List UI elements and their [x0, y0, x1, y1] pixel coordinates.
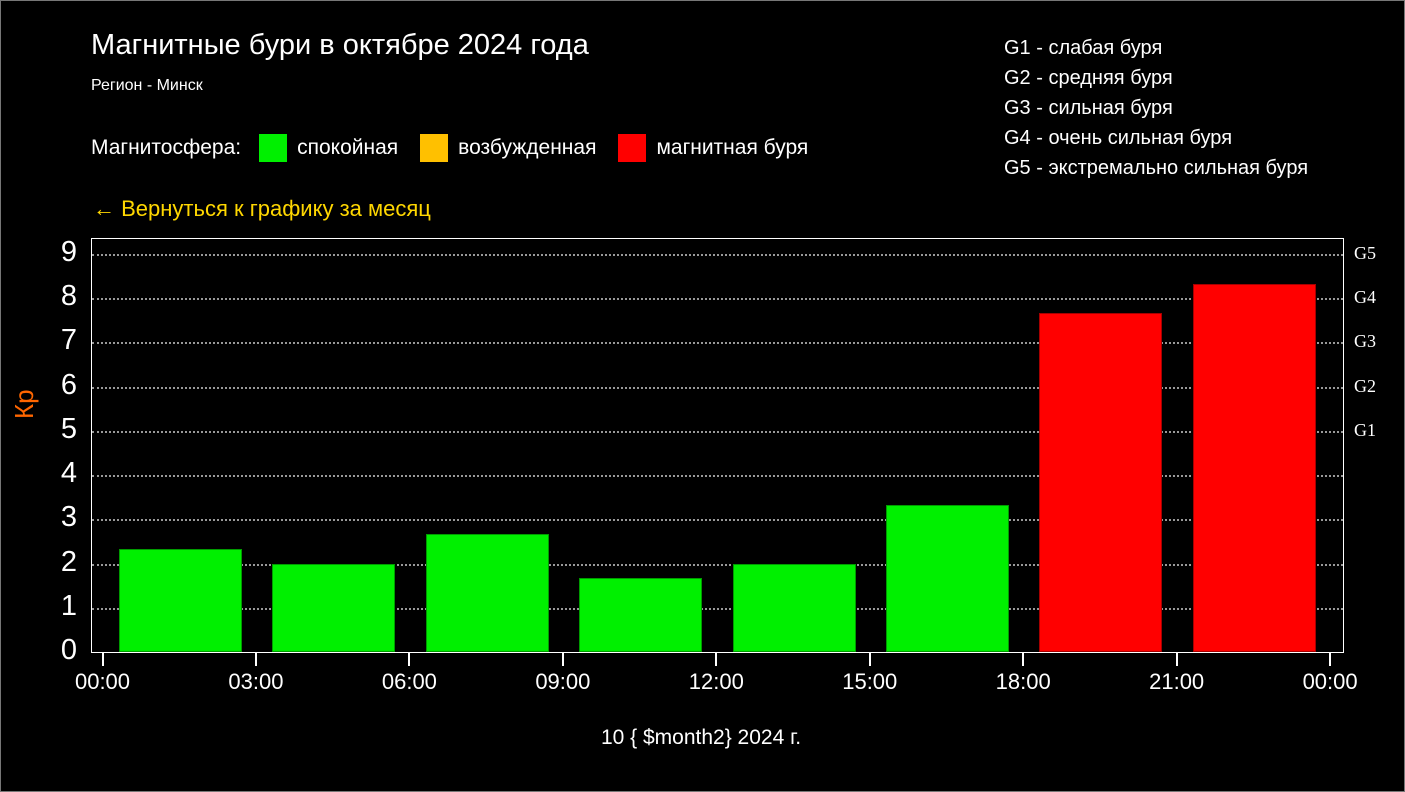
gridline-kp-8	[92, 298, 1343, 301]
x-tick-00:00	[1329, 653, 1332, 666]
kp-bar-00:00–03:00	[118, 548, 242, 652]
x-tick-label-03:00: 03:00	[228, 669, 284, 694]
x-tick-label-09:00: 09:00	[535, 669, 591, 694]
quiet-color-swatch	[259, 134, 288, 162]
kp-bar-21:00–00:00	[1192, 283, 1316, 652]
x-tick-09:00	[561, 653, 564, 666]
storm-color-swatch	[618, 134, 647, 162]
kp-bar-15:00–18:00	[885, 504, 1009, 652]
y-tick-label-1: 1	[60, 589, 77, 622]
x-tick-21:00	[1175, 653, 1178, 666]
x-tick-label-18:00: 18:00	[995, 669, 1051, 694]
region-subtitle: Регион - Минск	[91, 77, 203, 94]
kp-bar-03:00–06:00	[272, 563, 396, 652]
back-to-month-link[interactable]: ← Вернуться к графику за месяц	[93, 196, 431, 221]
x-tick-label-15:00: 15:00	[842, 669, 898, 694]
y-tick-label-4: 4	[60, 457, 77, 490]
y-tick-label-2: 2	[60, 545, 77, 578]
y-tick-label-0: 0	[60, 634, 77, 666]
right-axis-label-G4: G4	[1354, 287, 1376, 308]
legend-item-label: возбужденная	[458, 136, 597, 159]
y-tick-label-9: 9	[60, 236, 77, 269]
gridline-kp-1	[92, 607, 1343, 610]
gridline-kp-2	[92, 563, 1343, 566]
legend-item-excited: возбужденная	[420, 134, 596, 162]
g-scale-item: G3 - сильная буря	[1004, 97, 1173, 119]
y-tick-label-3: 3	[60, 501, 77, 534]
g-scale-item: G5 - экстремально сильная буря	[1004, 157, 1309, 179]
right-axis-label-G3: G3	[1354, 331, 1376, 352]
legend-item-label: спокойная	[297, 136, 399, 159]
gridline-kp-4	[92, 475, 1343, 478]
x-tick-label-06:00: 06:00	[381, 669, 437, 694]
legend-title: Магнитосфера:	[91, 136, 242, 159]
gridline-kp-7	[92, 342, 1343, 345]
gridline-kp-5	[92, 430, 1343, 433]
kp-bar-09:00–12:00	[579, 578, 703, 652]
kp-bar-06:00–09:00	[425, 533, 549, 652]
x-tick-label-21:00: 21:00	[1149, 669, 1205, 694]
right-axis-label-G5: G5	[1354, 243, 1376, 264]
x-tick-label-12:00: 12:00	[688, 669, 744, 694]
x-tick-15:00	[868, 653, 871, 666]
y-tick-label-7: 7	[60, 324, 77, 357]
date-caption: 10 { $month2} 2024 г.	[600, 726, 802, 749]
kp-bar-chart-plot-area	[91, 238, 1344, 653]
y-tick-label-5: 5	[60, 412, 77, 445]
legend-item-storm: магнитная буря	[618, 134, 808, 162]
x-tick-00:00	[101, 653, 104, 666]
g-scale-description-list: G1 - слабая буря G2 - средняя буря G3 - …	[1004, 33, 1308, 183]
x-tick-label-00:00: 00:00	[74, 669, 131, 694]
legend-item-label: магнитная буря	[656, 136, 809, 159]
g-scale-item: G1 - слабая буря	[1004, 37, 1163, 59]
magnetosphere-legend: Магнитосфера: спокойная возбужденная маг…	[91, 132, 830, 164]
x-tick-03:00	[254, 653, 257, 666]
g-scale-item: G2 - средняя буря	[1004, 67, 1173, 89]
page-title: Магнитные бури в октябре 2024 года	[91, 29, 589, 61]
right-axis-label-G1: G1	[1354, 419, 1376, 440]
gridline-kp-6	[92, 386, 1343, 389]
right-axis-label-G2: G2	[1354, 375, 1376, 396]
excited-color-swatch	[420, 134, 449, 162]
y-tick-label-6: 6	[60, 368, 77, 401]
x-tick-18:00	[1022, 653, 1025, 666]
g-scale-item: G4 - очень сильная буря	[1004, 127, 1233, 149]
gridline-kp-3	[92, 519, 1343, 522]
x-tick-label-00:00: 00:00	[1302, 669, 1358, 694]
kp-bar-12:00–15:00	[732, 563, 856, 652]
legend-item-quiet: спокойная	[259, 134, 398, 162]
kp-bar-18:00–21:00	[1039, 312, 1163, 652]
x-tick-12:00	[715, 653, 718, 666]
y-tick-label-8: 8	[60, 280, 77, 313]
gridline-kp-9	[92, 254, 1343, 257]
x-tick-06:00	[408, 653, 411, 666]
